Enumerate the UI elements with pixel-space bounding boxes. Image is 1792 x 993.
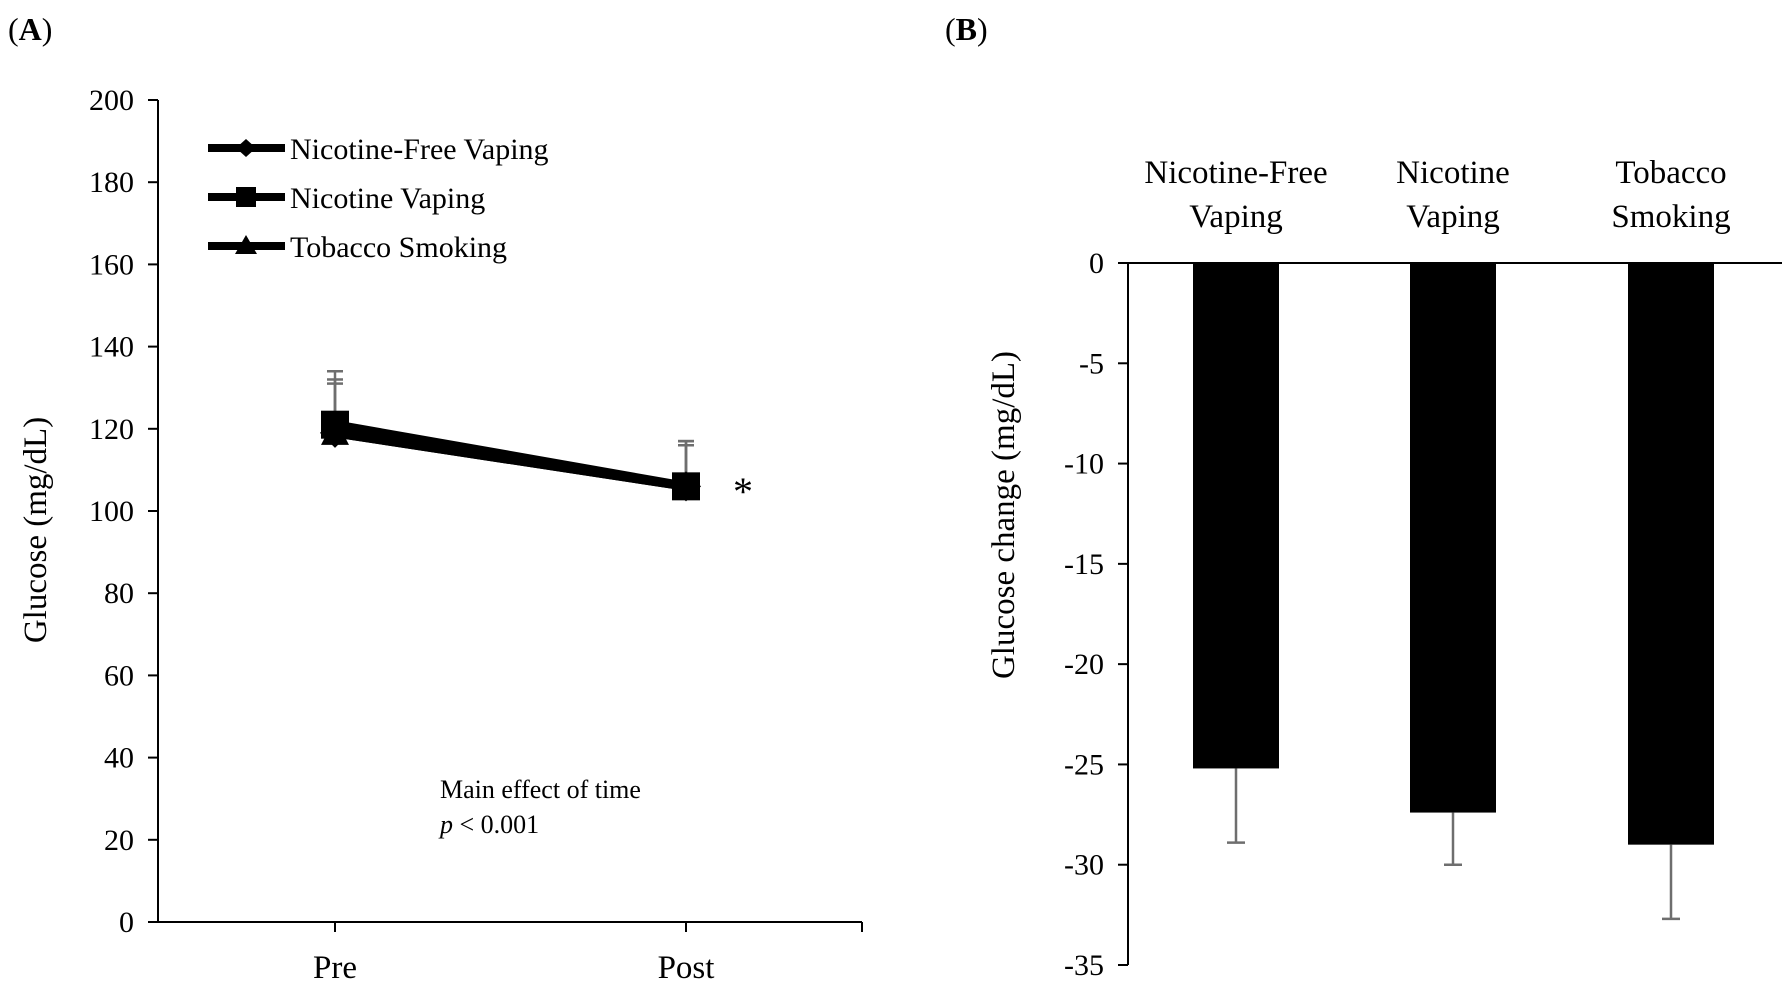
category-label-line: Tobacco <box>1615 155 1726 191</box>
panel-b-error-bars <box>1227 768 1680 921</box>
x-tick-label: Pre <box>313 950 357 986</box>
triangle-marker <box>672 471 700 499</box>
legend-item-tobacco-smoking: Tobacco Smoking <box>208 231 507 264</box>
category-label-line: Nicotine <box>1396 155 1510 191</box>
legend-item-nicotine-free-vaping: Nicotine-Free Vaping <box>208 133 549 166</box>
y-tick-label: 60 <box>104 659 134 692</box>
category-label: Nicotine-Free Vaping <box>1144 155 1327 235</box>
bar <box>1628 263 1714 845</box>
panel-b-y-axis-title: Glucose change (mg/dL) <box>986 351 1022 679</box>
y-tick-label: 180 <box>89 166 134 199</box>
legend-label: Tobacco Smoking <box>290 231 507 264</box>
legend-label: Nicotine Vaping <box>290 182 485 215</box>
panel-a-label: (A) <box>8 11 52 47</box>
legend-label: Nicotine-Free Vaping <box>290 133 549 166</box>
panel-b-label: (B) <box>945 11 988 47</box>
y-tick-label: 100 <box>89 495 134 528</box>
x-tick-label: Post <box>658 950 715 986</box>
y-tick-label: 20 <box>104 824 134 857</box>
annotation-main-effect: Main effect of time <box>440 775 641 804</box>
panel-a-series-lines <box>334 420 687 491</box>
panel-b-category-labels: Nicotine-Free Vaping Nicotine Vaping Tobacco… <box>1144 155 1730 235</box>
category-label: Nicotine Vaping <box>1396 155 1510 235</box>
y-tick-label: 40 <box>104 742 134 775</box>
legend-item-nicotine-vaping: Nicotine Vaping <box>208 182 485 215</box>
y-tick-label: -20 <box>1064 648 1104 681</box>
category-label: Tobacco Smoking <box>1611 155 1730 235</box>
y-tick-label: 200 <box>89 84 134 117</box>
y-tick-label: -35 <box>1064 949 1104 982</box>
series-line <box>334 428 687 491</box>
bar <box>1193 263 1279 769</box>
category-label-line: Vaping <box>1406 199 1500 235</box>
y-tick-label: 0 <box>119 906 134 939</box>
panel-b-y-axis: 0 -5 -10 -15 -20 -25 -30 -35 <box>1064 247 1128 982</box>
y-tick-label: 160 <box>89 248 134 281</box>
legend-triangle-marker <box>235 235 257 254</box>
panel-b: (B) 0 -5 -10 -15 -20 -25 -30 -35 Glucose change… <box>945 11 1782 982</box>
annotation-p-value: p < 0.001 <box>438 810 539 839</box>
legend-square-marker <box>236 187 256 207</box>
category-label-line: Smoking <box>1611 199 1730 235</box>
panel-a-legend: Nicotine-Free Vaping Nicotine Vaping Tob… <box>208 133 549 264</box>
category-label-line: Vaping <box>1189 199 1283 235</box>
y-tick-label: -25 <box>1064 748 1104 781</box>
legend-diamond-marker <box>236 139 256 157</box>
y-tick-label: 140 <box>89 331 134 364</box>
y-tick-label: 120 <box>89 413 134 446</box>
y-tick-label: -10 <box>1064 448 1104 481</box>
y-tick-label: 80 <box>104 577 134 610</box>
panel-a-y-axis-title: Glucose (mg/dL) <box>18 417 54 643</box>
y-tick-label: -30 <box>1064 849 1104 882</box>
significance-asterisk: * <box>733 469 753 514</box>
y-tick-label: 0 <box>1089 247 1104 280</box>
category-label-line: Nicotine-Free <box>1144 155 1327 191</box>
bar <box>1410 263 1496 813</box>
y-tick-label: -5 <box>1079 347 1104 380</box>
panel-a-x-axis: Pre Post <box>313 922 863 986</box>
panel-b-bars <box>1193 263 1714 845</box>
panel-a-markers <box>320 410 701 502</box>
panel-a-y-axis: 0 20 40 60 80 100 120 140 160 180 200 <box>89 84 158 939</box>
triangle-marker <box>321 417 349 445</box>
y-tick-label: -15 <box>1064 548 1104 581</box>
